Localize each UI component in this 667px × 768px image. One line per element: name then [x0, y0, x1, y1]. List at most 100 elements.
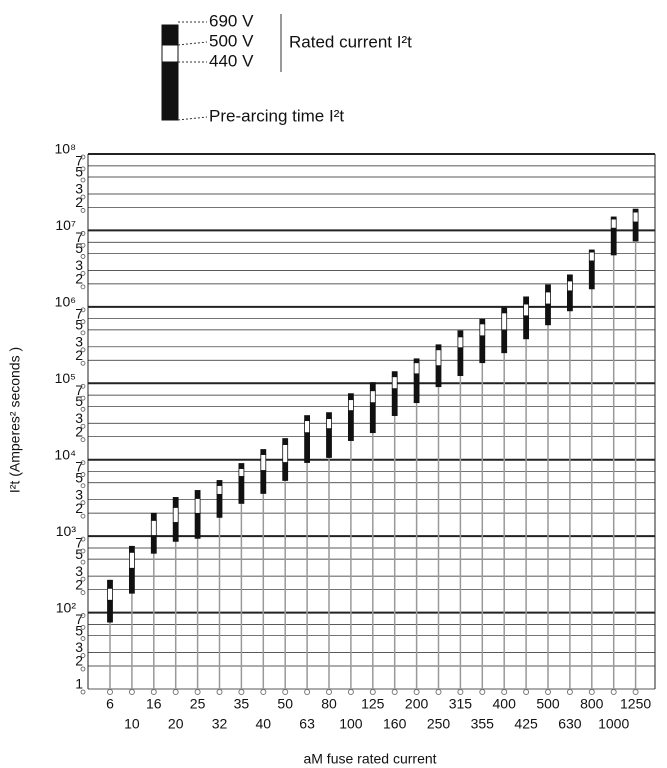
y-tick-mark [80, 208, 86, 213]
x-tick-label: 160 [383, 716, 407, 732]
bar-segment [238, 468, 245, 477]
y-tick-mark [80, 513, 86, 519]
bar-segment [194, 497, 201, 514]
y-tick-label: 5 [75, 240, 83, 256]
y-tick-mark [80, 483, 86, 489]
y-tick-label: 7 [75, 305, 83, 321]
x-tick-label: 32 [212, 716, 228, 732]
bar-segment [172, 522, 179, 542]
x-tick-label: 35 [234, 696, 250, 712]
y-tick-mark [80, 460, 86, 466]
legend-swatch [161, 24, 179, 46]
y-tick-label: 5 [75, 164, 83, 180]
bar-segment [282, 462, 289, 481]
y-tick-mark [80, 395, 86, 401]
x-tick-mark [216, 689, 223, 695]
x-tick-label: 6 [106, 696, 114, 712]
y-tick-label: 3 [75, 639, 83, 655]
bar-segment [413, 373, 420, 404]
x-tick-mark [479, 689, 486, 695]
y-tick-label: 3 [75, 410, 83, 426]
x-tick-mark [260, 689, 267, 695]
bar-segment [150, 512, 157, 521]
y-tick-mark [80, 625, 86, 630]
bar-segment [545, 284, 551, 293]
legend-swatch [161, 44, 179, 63]
x-tick-mark [238, 689, 245, 695]
y-tick-label: 5 [75, 469, 83, 485]
y-tick-label: 2 [75, 271, 83, 287]
x-tick-mark [413, 689, 420, 695]
y-tick-label: 3 [75, 257, 83, 273]
y-tick-label: 10³ [56, 523, 77, 539]
x-tick-mark [282, 689, 289, 695]
y-tick-label: 3 [75, 486, 83, 502]
legend-leader [177, 41, 208, 46]
y-tick-mark [80, 653, 86, 658]
y-tick-mark [80, 242, 86, 248]
y-tick-label: 2 [75, 576, 83, 592]
bar-segment [435, 365, 442, 388]
y-tick-label: 2 [75, 194, 83, 210]
bar-segment [107, 579, 113, 589]
y-tick-mark [80, 166, 86, 172]
x-tick-mark [632, 689, 639, 695]
x-tick-mark [457, 689, 464, 695]
bar-segment [326, 412, 332, 420]
x-tick-mark [610, 689, 617, 695]
x-tick-mark [304, 689, 311, 695]
x-tick-mark [150, 689, 157, 695]
x-tick-label: 10 [124, 716, 140, 732]
bar-segment [567, 274, 573, 282]
y-tick-mark [80, 231, 86, 236]
y-tick-mark [80, 194, 86, 200]
y-tick-label: 10² [56, 599, 77, 615]
bar-segment [216, 485, 223, 495]
bar-segment [479, 318, 486, 325]
bar-segment [588, 260, 595, 290]
bar-segment [457, 347, 464, 377]
bar-segment [413, 362, 420, 375]
y-tick-label: 1 [75, 676, 83, 692]
y-tick-label: 7 [75, 382, 83, 398]
y-tick-label: 2 [75, 500, 83, 516]
bar-segment [632, 221, 639, 242]
y-tick-label: 7 [75, 611, 83, 627]
bar-segment [216, 480, 223, 486]
y-tick-label: 10⁶ [55, 294, 76, 310]
x-tick-mark [107, 689, 113, 695]
x-tick-label: 40 [256, 716, 272, 732]
x-tick-label: 200 [405, 696, 429, 712]
bar-segment [347, 410, 354, 441]
bar-segment [545, 303, 551, 326]
legend-label: Pre-arcing time I²t [209, 106, 344, 125]
x-tick-mark [523, 689, 530, 695]
bar-segment [107, 587, 113, 601]
bar-segment [107, 599, 113, 623]
y-tick-mark [80, 548, 86, 554]
y-tick-label: 10⁴ [54, 446, 76, 462]
bar-segment [588, 249, 595, 253]
bar-segment [391, 371, 398, 378]
bar-segment [326, 428, 332, 458]
bar-segment [391, 376, 398, 390]
legend-label: 440 V [209, 51, 254, 70]
y-tick-label: 2 [75, 423, 83, 439]
y-tick-label: 5 [75, 622, 83, 638]
legend-title: Rated current I²t [289, 32, 412, 51]
x-tick-label: 400 [493, 696, 517, 712]
y-tick-mark [80, 689, 86, 695]
y-tick-label: 7 [75, 535, 83, 551]
bar-segment [501, 312, 508, 331]
x-tick-mark [194, 689, 201, 695]
y-tick-label: 7 [75, 458, 83, 474]
bar-segment [479, 335, 486, 364]
y-axis-label: I²t (Amperes² seconds ) [7, 347, 23, 493]
bar-segment [216, 493, 223, 518]
bar-segment [369, 402, 376, 434]
x-tick-label: 16 [146, 696, 162, 712]
y-tick-label: 5 [75, 393, 83, 409]
y-tick-label: 5 [75, 546, 83, 562]
y-tick-mark [80, 383, 86, 389]
